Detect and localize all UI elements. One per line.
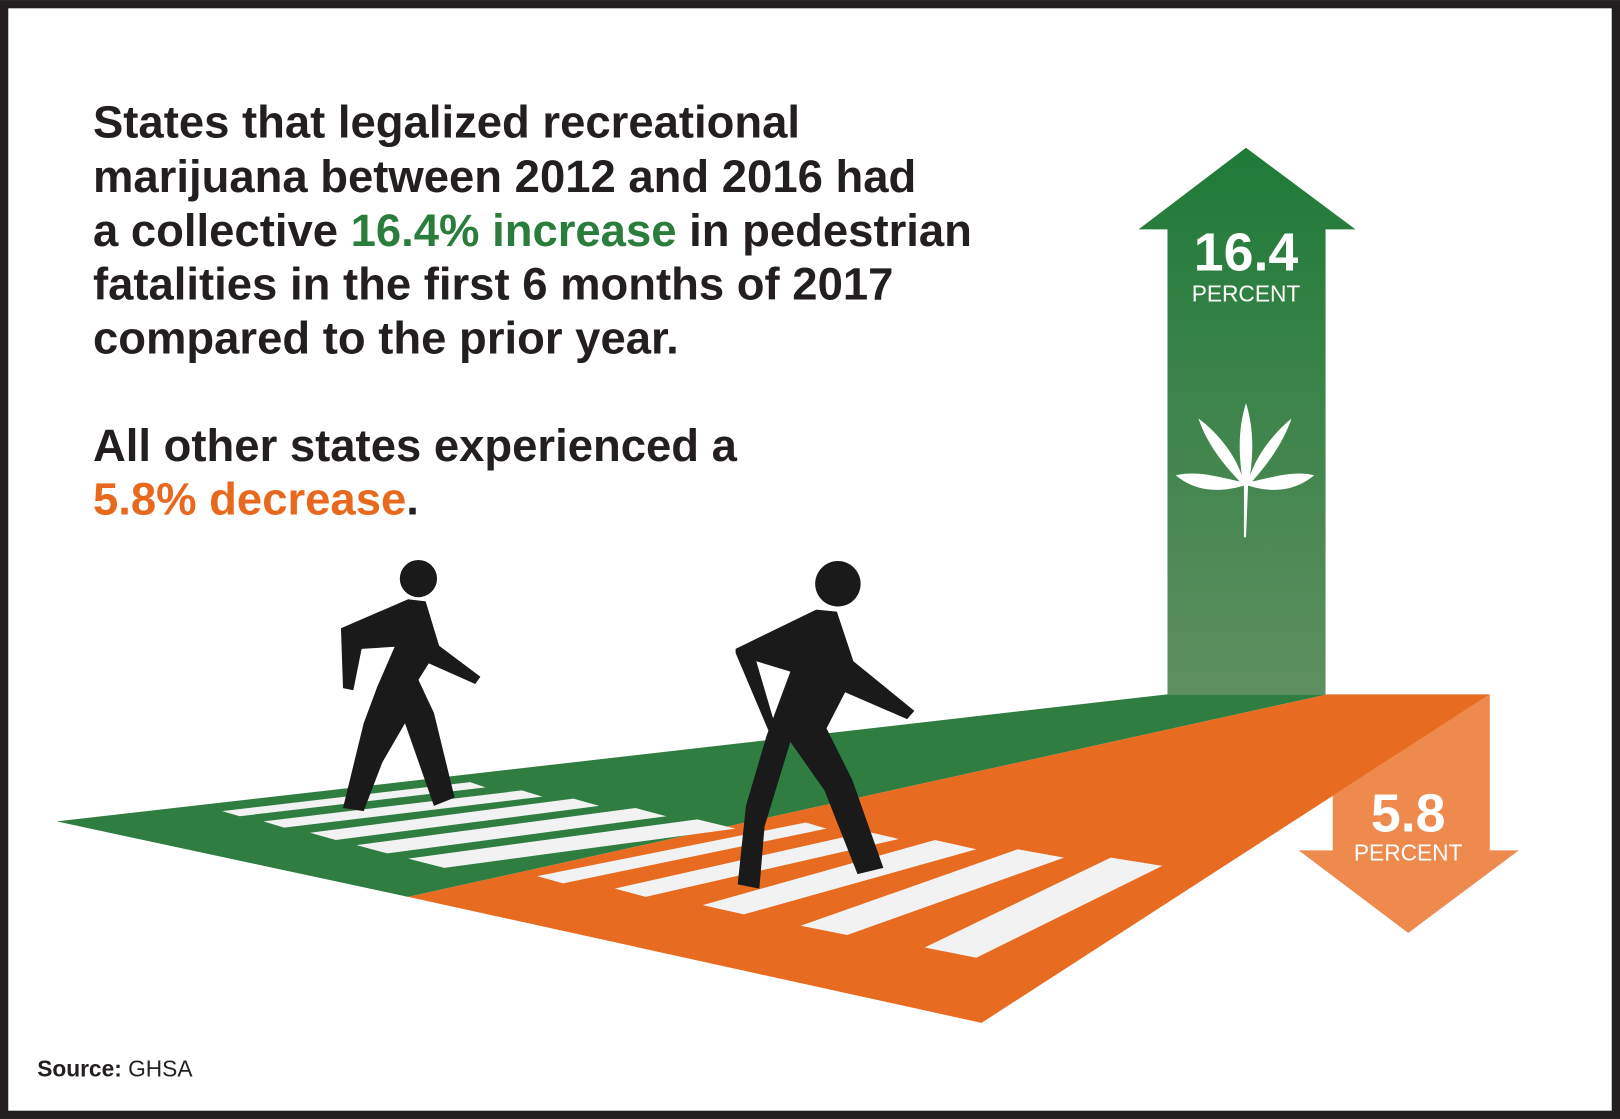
text: a collective <box>93 205 351 256</box>
headline-line: compared to the prior year. <box>93 312 679 363</box>
highlight-increase: 16.4% increase <box>351 205 677 256</box>
orange-road <box>408 694 1490 1023</box>
subline-line: All other states experienced a <box>93 420 738 471</box>
pedestrian <box>735 561 915 889</box>
headline-line: fatalities in the first 6 months of 2017 <box>93 259 893 310</box>
decrease-arrow: 5.8 PERCENT <box>1298 694 1519 933</box>
highlight-decrease: 5.8% decrease <box>93 474 406 525</box>
subline-line: 5.8% decrease. <box>93 474 419 525</box>
source-label: Source: <box>37 1056 122 1082</box>
increase-unit: PERCENT <box>1192 281 1301 307</box>
leaf-icon <box>1175 402 1315 538</box>
pedestrian <box>340 560 481 812</box>
headline-line: States that legalized recreational <box>93 96 800 147</box>
increase-arrow: 16.4 PERCENT <box>1138 147 1356 695</box>
increase-value: 16.4 <box>1194 223 1299 283</box>
headline-line: marijuana between 2012 and 2016 had <box>93 151 916 202</box>
text: . <box>406 474 419 525</box>
text: in pedestrian <box>677 205 972 256</box>
decrease-value: 5.8 <box>1371 784 1446 844</box>
source: Source: GHSA <box>37 1056 193 1082</box>
source-text: GHSA <box>128 1056 193 1082</box>
headline-line: a collective 16.4% increase in pedestria… <box>93 205 972 256</box>
decrease-unit: PERCENT <box>1354 840 1463 866</box>
